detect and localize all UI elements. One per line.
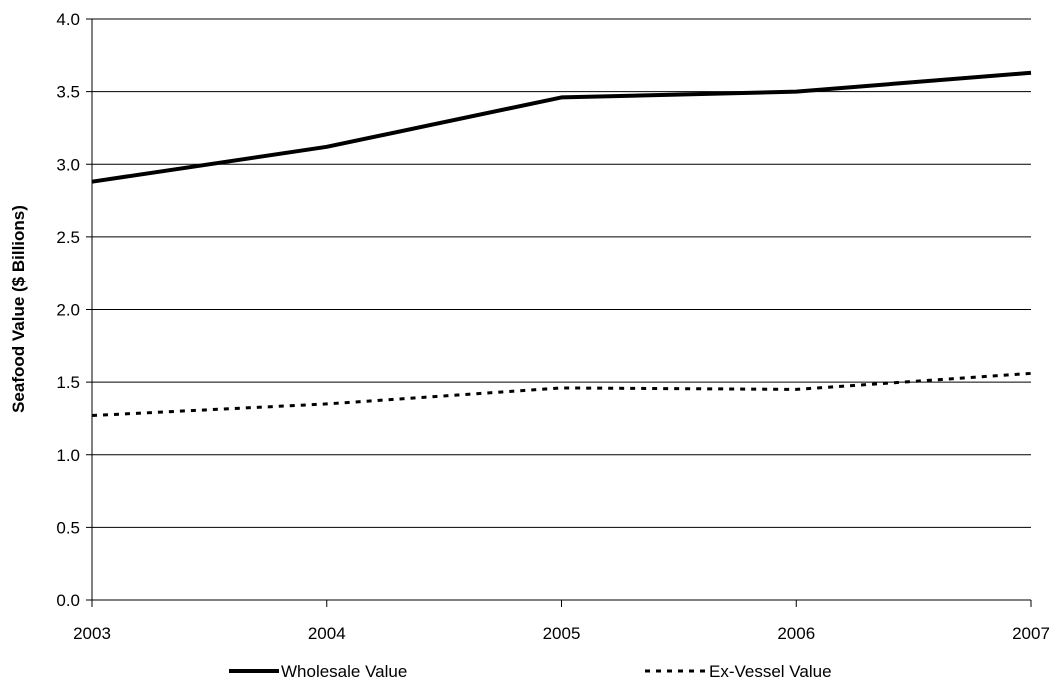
y-tick-label: 2.0: [56, 301, 80, 320]
y-tick-label: 0.5: [56, 518, 80, 537]
legend-label: Ex-Vessel Value: [709, 662, 832, 681]
x-tick-label: 2007: [1012, 624, 1050, 643]
y-tick-label: 1.5: [56, 373, 80, 392]
x-tick-labels: 2003 2004 2005 2006 2007: [73, 624, 1050, 643]
y-tick-label: 3.0: [56, 155, 80, 174]
series-line-wholesale: [91, 70, 1032, 184]
y-tick-labels: 0.0 0.5 1.0 1.5 2.0 2.5 3.0 3.5 4.0: [56, 10, 80, 610]
y-tick-label: 3.5: [56, 83, 80, 102]
y-tick-label: 0.0: [56, 591, 80, 610]
x-tick-label: 2006: [777, 624, 815, 643]
gridlines: [92, 18, 1031, 528]
x-tick-label: 2005: [543, 624, 581, 643]
y-tick-label: 4.0: [56, 10, 80, 29]
y-axis-label: Seafood Value ($ Billions): [9, 205, 28, 413]
legend-label: Wholesale Value: [281, 662, 407, 681]
legend: Wholesale Value Ex-Vessel Value: [229, 662, 832, 681]
y-tick-label: 2.5: [56, 228, 80, 247]
y-tick-label: 1.0: [56, 446, 80, 465]
axes: [86, 18, 1032, 607]
series-lines: [91, 70, 1032, 418]
series-line-ex-vessel: [91, 371, 1032, 418]
x-tick-label: 2003: [73, 624, 111, 643]
x-tick-label: 2004: [308, 624, 346, 643]
